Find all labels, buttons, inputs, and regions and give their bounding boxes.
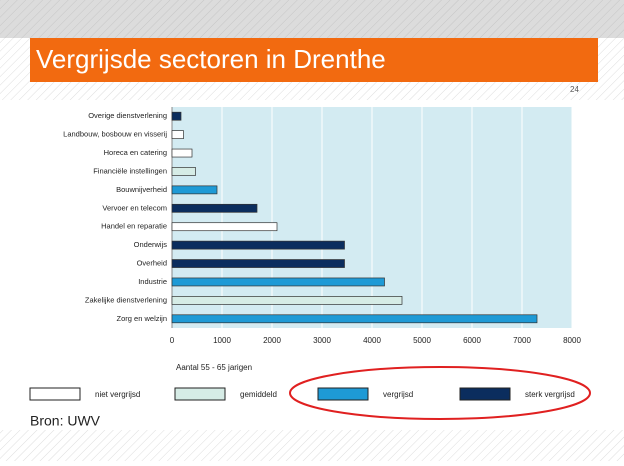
x-tick-label: 7000 bbox=[513, 336, 531, 345]
y-tick-label: Landbouw, bosbouw en visserij bbox=[63, 130, 167, 139]
y-tick-label: Horeca en catering bbox=[104, 148, 167, 157]
bar bbox=[171, 277, 385, 287]
bar bbox=[171, 296, 403, 305]
x-tick-label: 5000 bbox=[413, 336, 431, 345]
bar bbox=[171, 130, 184, 139]
bar bbox=[171, 203, 258, 213]
bar bbox=[171, 148, 193, 158]
bar bbox=[171, 240, 345, 250]
y-tick-label: Industrie bbox=[138, 277, 167, 286]
legend-label: sterk vergrijsd bbox=[525, 390, 575, 399]
y-tick-label: Vervoer en telecom bbox=[102, 203, 167, 212]
legend-swatch bbox=[459, 387, 511, 401]
slide-title: Vergrijsde sectoren in Drenthe bbox=[36, 44, 386, 74]
y-tick-label: Zakelijke dienstverlening bbox=[85, 295, 167, 304]
bar bbox=[171, 111, 182, 121]
x-tick-label: 8000 bbox=[563, 336, 581, 345]
bar bbox=[171, 167, 196, 176]
legend-swatch bbox=[317, 387, 369, 401]
bar bbox=[171, 314, 538, 324]
header-photo bbox=[0, 0, 624, 38]
bar bbox=[171, 185, 218, 195]
legend-swatch bbox=[29, 387, 81, 401]
source: Bron: UWV bbox=[30, 413, 101, 429]
legend-label: niet vergrijsd bbox=[95, 390, 140, 399]
legend-label: vergrijsd bbox=[383, 390, 413, 399]
x-tick-label: 6000 bbox=[463, 336, 481, 345]
bar bbox=[171, 259, 345, 268]
x-tick-label: 2000 bbox=[263, 336, 281, 345]
y-tick-label: Overige dienstverlening bbox=[88, 111, 167, 120]
x-tick-label: 1000 bbox=[213, 336, 231, 345]
legend-swatch bbox=[174, 387, 226, 401]
highlight-ellipse bbox=[289, 366, 591, 420]
x-tick-label: 3000 bbox=[313, 336, 331, 345]
page-number: 24 bbox=[570, 85, 579, 94]
y-tick-label: Onderwijs bbox=[134, 240, 168, 249]
y-tick-label: Zorg en welzijn bbox=[117, 314, 167, 323]
title-box bbox=[30, 38, 598, 82]
x-tick-label: 0 bbox=[170, 336, 175, 345]
y-tick-label: Overheid bbox=[137, 259, 167, 268]
bar bbox=[171, 222, 278, 232]
x-tick-label: 4000 bbox=[363, 336, 381, 345]
legend-label: gemiddeld bbox=[240, 390, 277, 399]
y-tick-label: Bouwnijverheid bbox=[116, 185, 167, 194]
y-tick-label: Financiële instellingen bbox=[93, 166, 167, 175]
footer-decoration bbox=[0, 430, 624, 461]
x-axis-label: Aantal 55 - 65 jarigen bbox=[176, 363, 252, 372]
y-tick-label: Handel en reparatie bbox=[101, 222, 167, 231]
